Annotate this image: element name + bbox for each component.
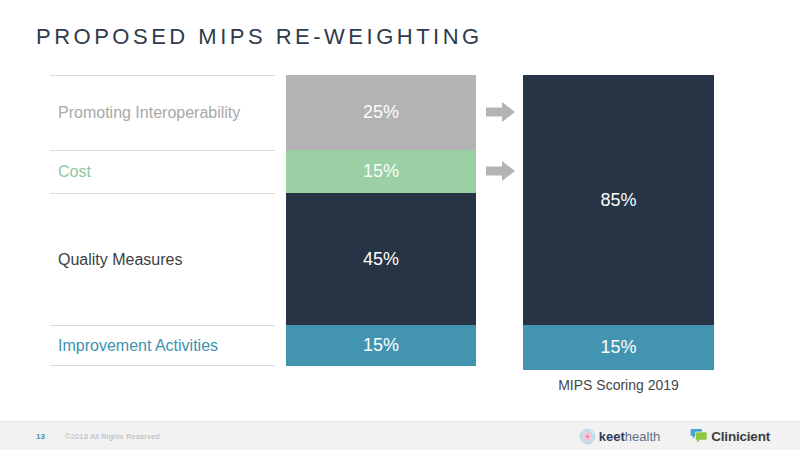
- series-label-row-quality-measures: Quality Measures: [50, 193, 275, 325]
- bar-segment-improvement-activities-2019: 15%: [523, 325, 714, 370]
- stacked-bar-proposed: 25% 15% 45% 15%: [286, 75, 476, 366]
- series-label-cost: Cost: [50, 163, 91, 181]
- footer-logos: keethealth Clinicient: [579, 427, 770, 445]
- right-arrow-icon: [486, 101, 516, 123]
- page-number: 13: [36, 432, 45, 441]
- bar-segment-quality-measures: 45%: [286, 193, 476, 325]
- bar-segment-quality-measures-2019: 85%: [523, 75, 714, 325]
- slide-title: PROPOSED MIPS RE-WEIGHTING: [36, 24, 483, 50]
- footer: 13 ©2018 All Rights Reserved keethealth: [0, 421, 800, 450]
- clinicient-logo: Clinicient: [690, 428, 770, 444]
- series-label-list: Promoting Interoperability Cost Quality …: [50, 75, 275, 366]
- stacked-bar-mips-2019: 85% 15%: [523, 75, 714, 370]
- series-label-promoting-interoperability: Promoting Interoperability: [50, 104, 240, 122]
- bar-segment-cost: 15%: [286, 150, 476, 193]
- series-label-row-cost: Cost: [50, 150, 275, 193]
- keet-health-logo: keethealth: [579, 427, 660, 445]
- copyright-text: ©2018 All Rights Reserved: [65, 432, 160, 441]
- clinicient-logo-text: Clinicient: [711, 429, 770, 444]
- bar-caption-mips-scoring-2019: MIPS Scoring 2019: [523, 377, 714, 393]
- bar-segment-improvement-activities: 15%: [286, 325, 476, 366]
- series-label-row-promoting-interoperability: Promoting Interoperability: [50, 75, 275, 150]
- series-label-quality-measures: Quality Measures: [50, 251, 183, 269]
- keet-logo-icon: [579, 428, 596, 445]
- bar-segment-promoting-interoperability: 25%: [286, 75, 476, 150]
- series-label-improvement-activities: Improvement Activities: [50, 337, 218, 355]
- clinicient-logo-icon: [690, 428, 708, 444]
- keet-logo-text-bold: keet: [599, 429, 625, 444]
- slide: PROPOSED MIPS RE-WEIGHTING Promoting Int…: [0, 0, 800, 450]
- series-label-row-improvement-activities: Improvement Activities: [50, 325, 275, 366]
- keet-logo-text-light: health: [625, 429, 660, 444]
- right-arrow-icon: [486, 160, 516, 182]
